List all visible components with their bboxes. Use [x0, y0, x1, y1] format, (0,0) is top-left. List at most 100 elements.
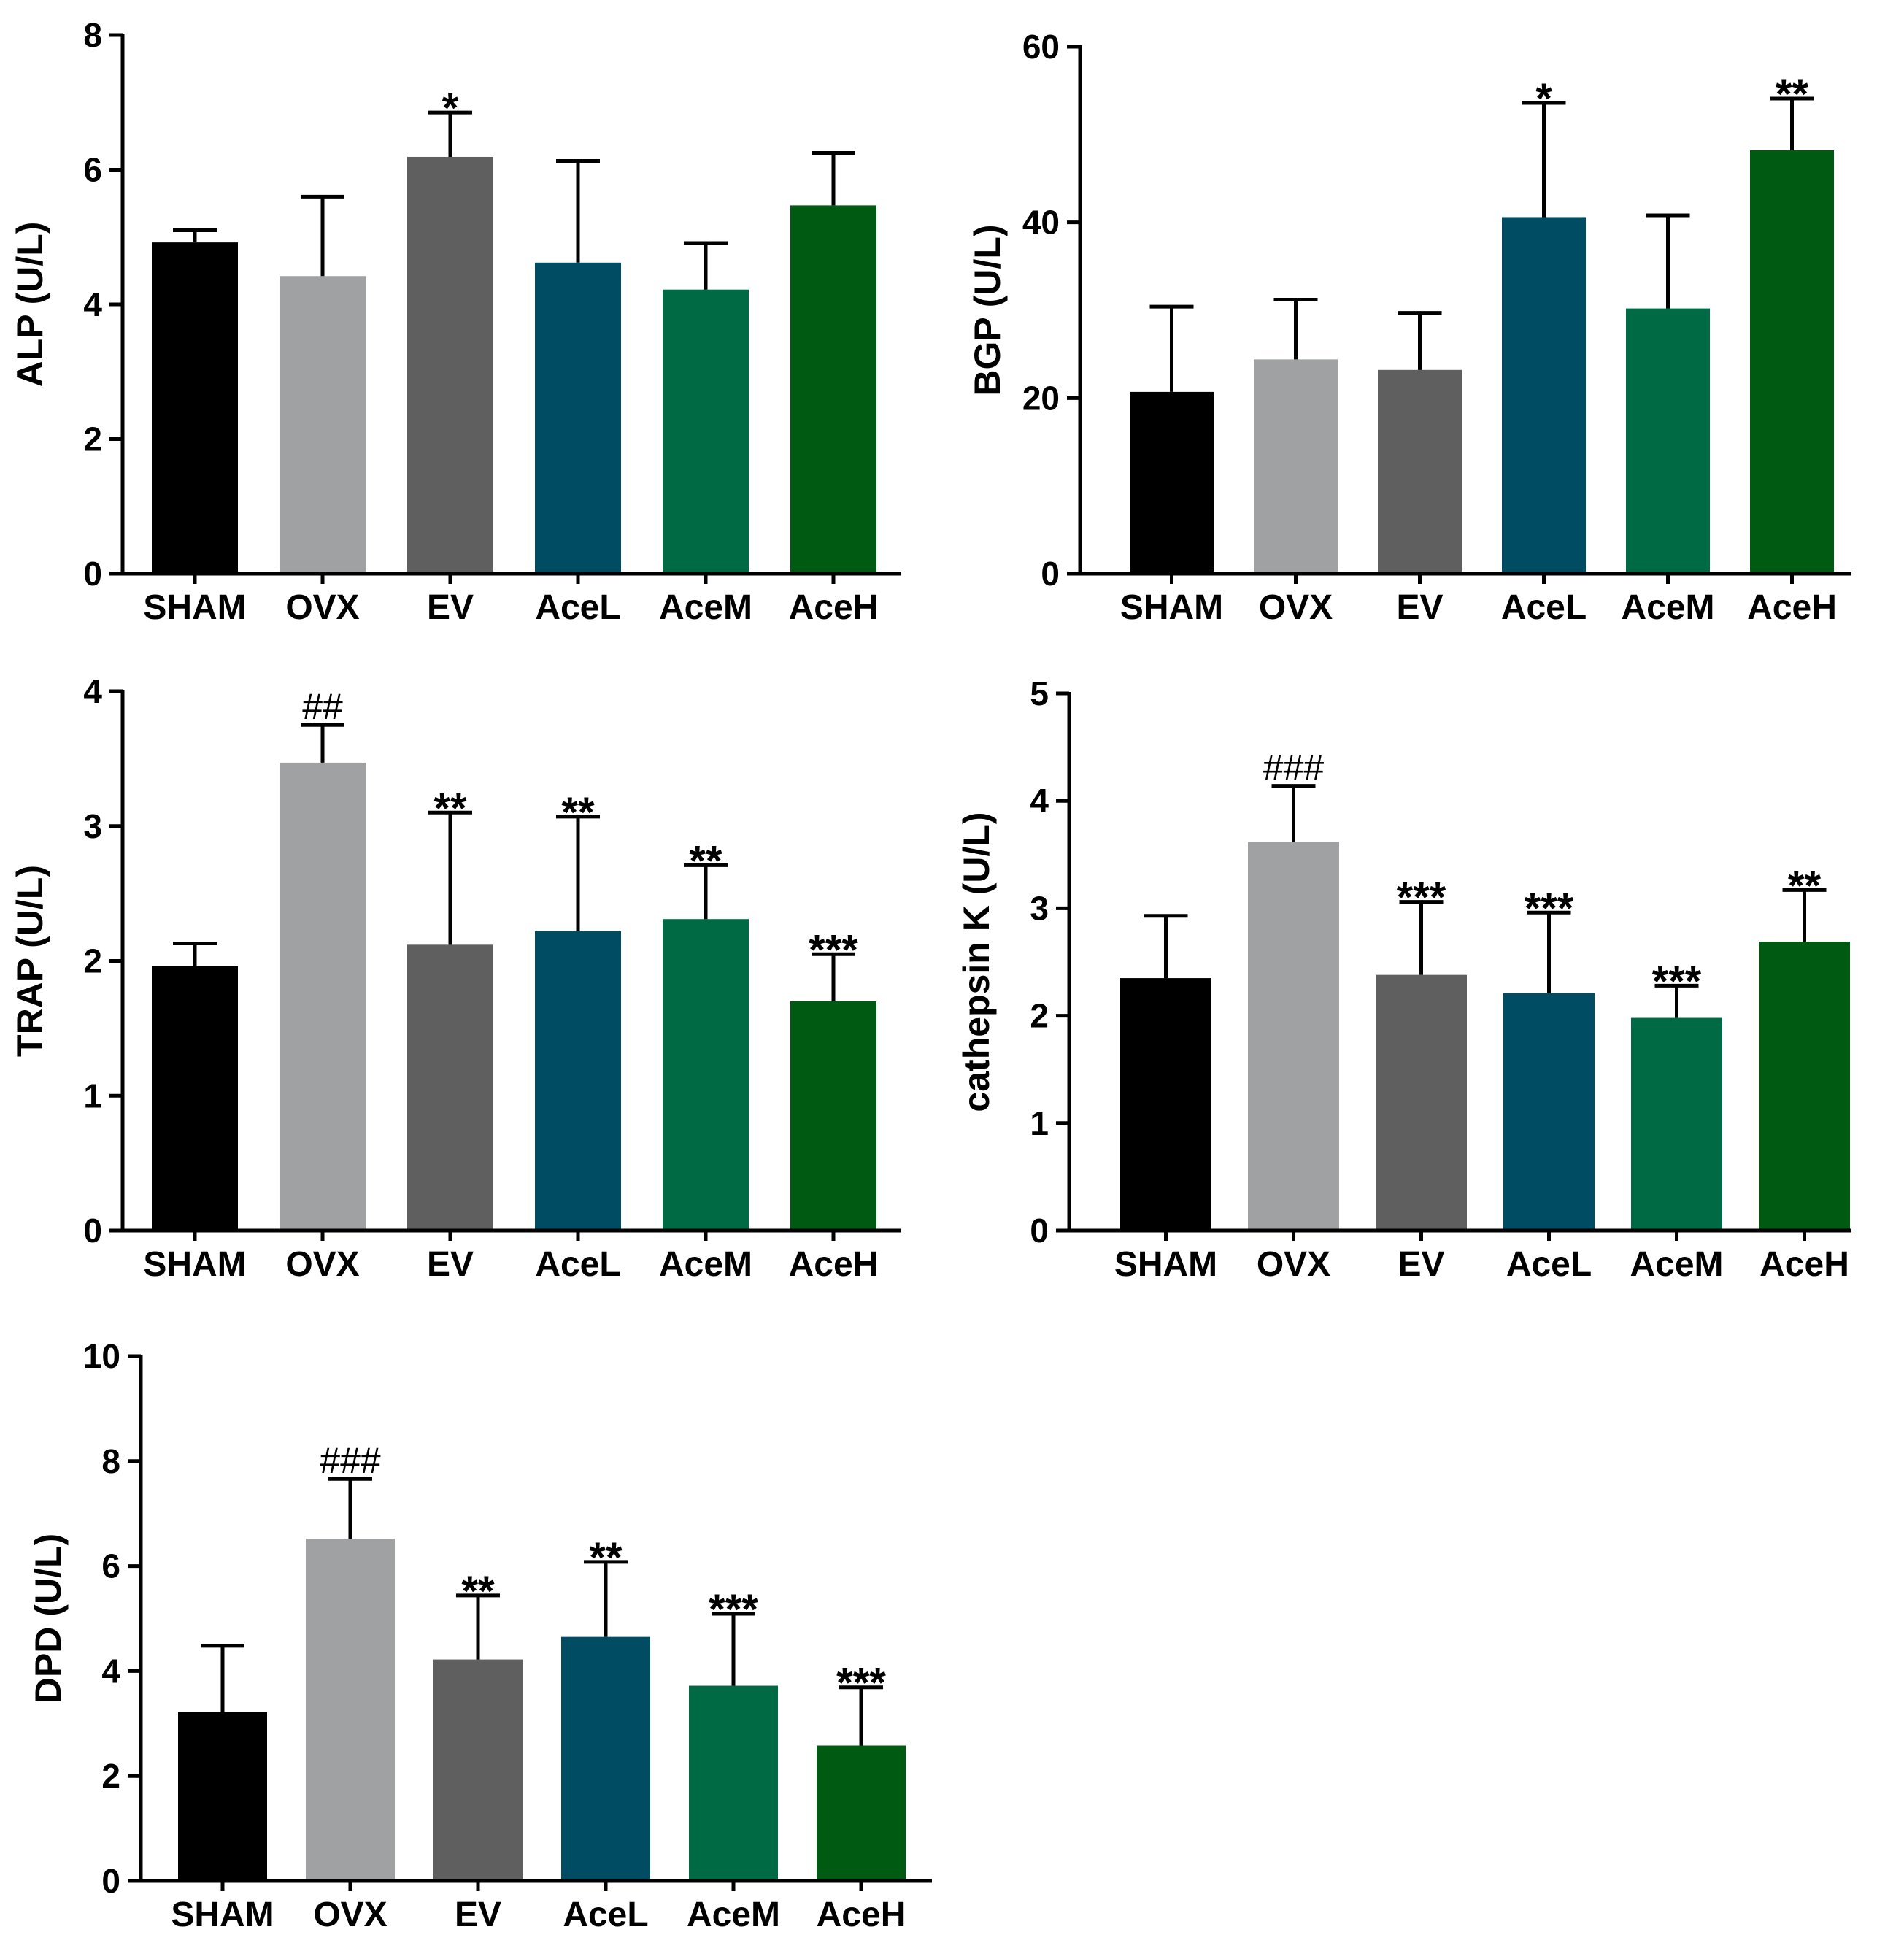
trap-y-tick-label: 0 — [83, 1212, 102, 1250]
alp-category-label: OVX — [285, 588, 359, 627]
dpd-bar-acel — [561, 1636, 650, 1881]
cathepsin-y-axis-title: cathepsin K (U/L) — [956, 812, 997, 1112]
dpd-y-tick-label: 4 — [101, 1652, 120, 1690]
trap-bar-sham — [152, 966, 238, 1231]
dpd-y-tick-label: 6 — [101, 1547, 120, 1585]
alp-y-tick-label: 8 — [83, 16, 102, 54]
bgp-y-tick-label: 0 — [1041, 555, 1060, 593]
dpd-bar-ev — [433, 1659, 523, 1881]
alp-chart: SHAM OVX * EV AceL AceM AceH 0 2 4 6 8 ALP (U/L) — [9, 16, 901, 627]
alp-significance-label: * — [442, 85, 459, 132]
dpd-y-tick-label: 10 — [83, 1337, 120, 1375]
cathepsin-significance-label: *** — [1652, 958, 1702, 1005]
cathepsin-y-tick-label: 0 — [1030, 1212, 1049, 1250]
dpd-category-label: SHAM — [171, 1896, 274, 1934]
trap-chart: SHAM ## OVX ** EV ** AceL ** AceM *** AceH 0 1 2 3 4 TRA… — [9, 672, 901, 1284]
trap-y-tick-label: 3 — [83, 807, 102, 845]
alp-bar-acel — [535, 262, 621, 574]
dpd-significance-label: ### — [320, 1440, 381, 1481]
trap-significance-label: ** — [689, 837, 722, 885]
bgp-chart: SHAM OVX EV * AceL AceM ** AceH 0 20 40 60 BGP (U/L) — [967, 28, 1851, 627]
dpd-bar-ovx — [306, 1539, 395, 1881]
cathepsin-y-tick-label: 3 — [1030, 889, 1049, 927]
cathepsin-k-chart: SHAM ### OVX *** EV *** AceL *** AceM ** AceH 0 1 2 3 4… — [956, 674, 1851, 1284]
bgp-bar-sham — [1130, 391, 1214, 574]
cathepsin-category-label: AceL — [1506, 1245, 1592, 1284]
dpd-category-label: EV — [455, 1896, 501, 1934]
dpd-significance-label: *** — [836, 1660, 886, 1707]
trap-significance-label: *** — [809, 926, 858, 974]
dpd-category-label: AceM — [687, 1896, 780, 1934]
trap-category-label: OVX — [285, 1245, 359, 1284]
cathepsin-category-label: AceM — [1630, 1245, 1723, 1284]
alp-category-label: AceM — [659, 588, 752, 627]
cathepsin-y-tick-label: 4 — [1030, 782, 1049, 820]
bgp-bar-acel — [1502, 217, 1586, 574]
dpd-significance-label: ** — [461, 1568, 495, 1615]
cathepsin-bar-acem — [1631, 1017, 1722, 1231]
trap-category-label: AceM — [659, 1245, 752, 1284]
cathepsin-significance-label: ** — [1788, 862, 1822, 909]
alp-bar-ovx — [280, 276, 366, 574]
bgp-y-tick-label: 60 — [1022, 28, 1060, 66]
alp-y-tick-label: 4 — [83, 285, 102, 323]
dpd-y-tick-label: 0 — [101, 1862, 120, 1900]
dpd-bar-acem — [689, 1685, 778, 1881]
bgp-y-axis-title: BGP (U/L) — [967, 224, 1008, 396]
cathepsin-significance-label: *** — [1397, 874, 1446, 922]
dpd-bar-sham — [178, 1712, 267, 1881]
cathepsin-bar-acel — [1503, 993, 1595, 1231]
alp-y-tick-label: 6 — [83, 151, 102, 189]
alp-category-label: EV — [427, 588, 474, 627]
cathepsin-bar-ovx — [1248, 842, 1339, 1231]
trap-category-label: AceH — [789, 1245, 879, 1284]
alp-y-axis-title: ALP (U/L) — [9, 222, 50, 388]
dpd-category-label: AceL — [563, 1896, 648, 1934]
trap-y-tick-label: 4 — [83, 672, 102, 710]
bgp-category-label: SHAM — [1120, 588, 1223, 627]
alp-category-label: AceL — [535, 588, 620, 627]
alp-bar-acem — [663, 289, 749, 574]
dpd-significance-label: ** — [589, 1534, 623, 1582]
alp-y-tick-label: 2 — [83, 420, 102, 458]
cathepsin-category-label: OVX — [1257, 1245, 1330, 1284]
trap-bar-acem — [663, 919, 749, 1231]
alp-y-tick-label: 0 — [83, 555, 102, 593]
cathepsin-bar-sham — [1120, 978, 1211, 1231]
trap-y-tick-label: 2 — [83, 942, 102, 980]
alp-category-label: AceH — [789, 588, 879, 627]
trap-significance-label: ## — [302, 686, 343, 727]
trap-y-axis-title: TRAP (U/L) — [9, 865, 50, 1057]
bgp-significance-label: ** — [1776, 71, 1809, 118]
cathepsin-y-tick-label: 1 — [1030, 1104, 1049, 1142]
trap-category-label: AceL — [535, 1245, 620, 1284]
dpd-significance-label: *** — [709, 1586, 758, 1633]
dpd-category-label: OVX — [313, 1896, 387, 1934]
cathepsin-category-label: AceH — [1760, 1245, 1849, 1284]
dpd-y-tick-label: 2 — [101, 1757, 120, 1795]
cathepsin-category-label: SHAM — [1114, 1245, 1217, 1284]
cathepsin-category-label: EV — [1398, 1245, 1444, 1284]
alp-bar-aceh — [790, 205, 876, 574]
trap-bar-ev — [407, 944, 493, 1231]
trap-category-label: SHAM — [143, 1245, 246, 1284]
trap-category-label: EV — [427, 1245, 474, 1284]
bgp-y-tick-label: 20 — [1022, 379, 1060, 417]
bgp-category-label: AceM — [1621, 588, 1714, 627]
bgp-category-label: AceH — [1747, 588, 1837, 627]
dpd-y-tick-label: 8 — [101, 1442, 120, 1480]
alp-bar-ev — [407, 156, 493, 574]
trap-significance-label: ** — [561, 789, 595, 836]
cathepsin-bar-aceh — [1759, 942, 1850, 1231]
alp-bar-sham — [152, 242, 238, 574]
bgp-bar-aceh — [1750, 150, 1834, 574]
bgp-bar-ovx — [1254, 359, 1338, 574]
bgp-category-label: OVX — [1259, 588, 1333, 627]
cathepsin-significance-label: ### — [1263, 747, 1325, 788]
bgp-category-label: AceL — [1501, 588, 1587, 627]
bgp-significance-label: * — [1535, 75, 1552, 123]
trap-bar-ovx — [280, 762, 366, 1231]
cathepsin-significance-label: *** — [1525, 885, 1574, 932]
bgp-bar-ev — [1378, 369, 1462, 574]
alp-category-label: SHAM — [143, 588, 246, 627]
